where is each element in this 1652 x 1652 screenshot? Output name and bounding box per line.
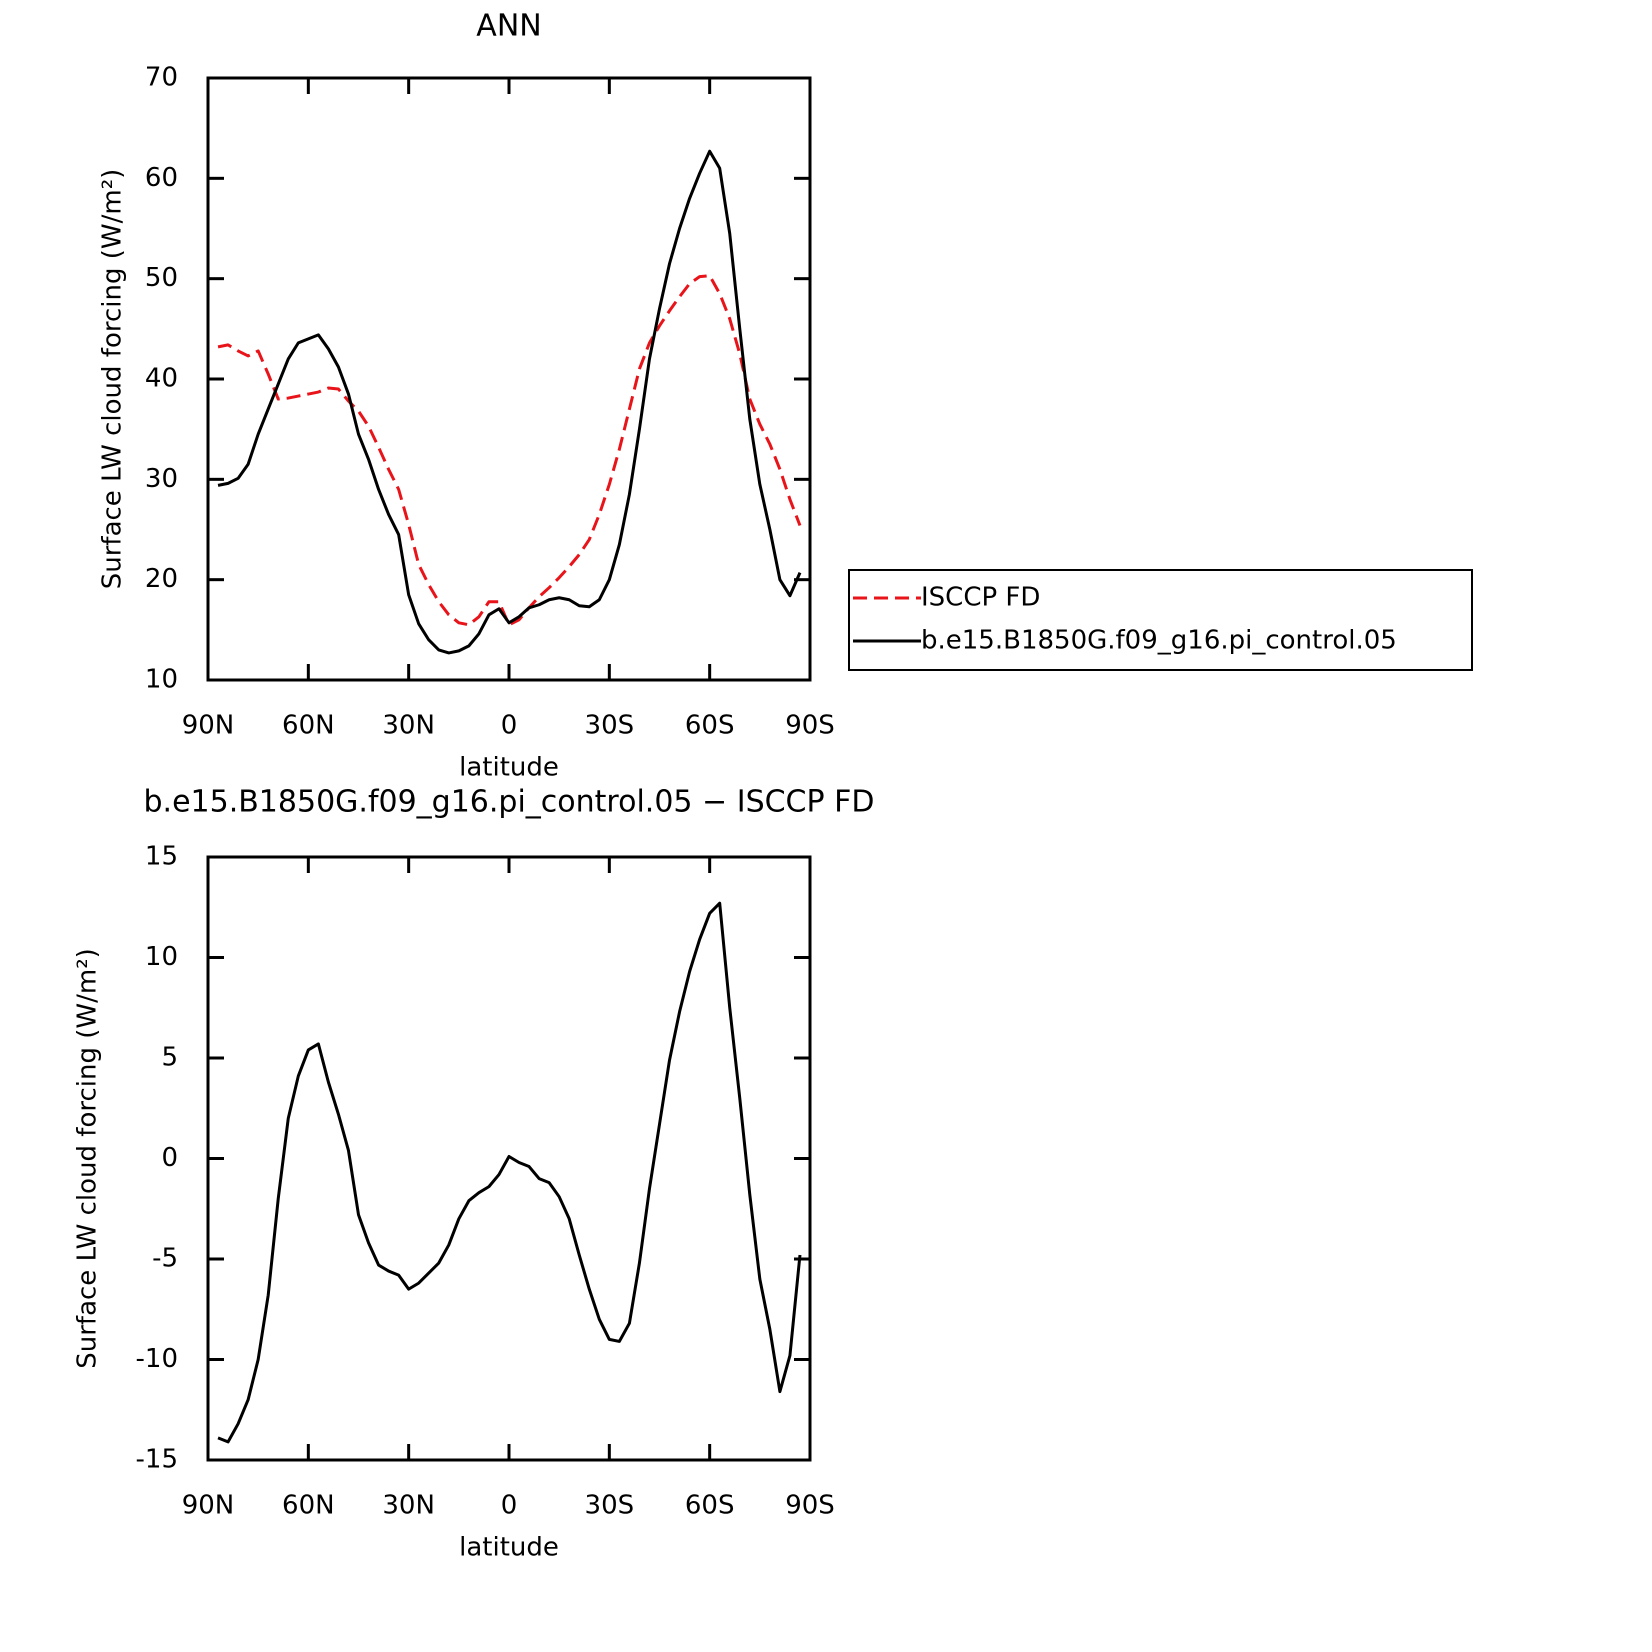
x-tick-label: 60N <box>282 1491 335 1521</box>
x-axis-label: latitude <box>459 753 559 783</box>
x-tick-label: 30N <box>382 711 435 741</box>
data-line <box>217 274 802 627</box>
y-tick-label: 0 <box>161 1143 178 1173</box>
y-tick-label: -5 <box>152 1244 178 1274</box>
y-tick-label: 60 <box>145 163 178 193</box>
legend-label: ISCCP FD <box>921 583 1040 613</box>
x-axis-label: latitude <box>459 1533 559 1563</box>
y-axis-label: Surface LW cloud forcing (W/m²) <box>98 169 128 590</box>
y-tick-label: 30 <box>145 464 178 494</box>
y-tick-label: -15 <box>136 1445 178 1475</box>
y-tick-label: 20 <box>145 564 178 594</box>
plot-frame <box>206 76 812 682</box>
x-tick-label: 60N <box>282 711 335 741</box>
y-tick-label: -10 <box>136 1344 178 1374</box>
y-tick-label: 10 <box>145 942 178 972</box>
y-tick-label: 40 <box>145 364 178 394</box>
y-tick-label: 5 <box>161 1043 178 1073</box>
data-line <box>217 901 802 1444</box>
y-tick-label: 15 <box>145 842 178 872</box>
x-tick-label: 90N <box>182 711 235 741</box>
x-tick-label: 0 <box>501 711 518 741</box>
y-axis-label: Surface LW cloud forcing (W/m²) <box>73 948 103 1369</box>
x-tick-label: 60S <box>685 1491 735 1521</box>
x-tick-label: 30N <box>382 1491 435 1521</box>
x-tick-label: 90S <box>785 711 835 741</box>
legend-label: b.e15.B1850G.f09_g16.pi_control.05 <box>921 626 1397 656</box>
x-tick-label: 0 <box>501 1491 518 1521</box>
x-tick-label: 90N <box>182 1491 235 1521</box>
chart-title: ANN <box>476 9 541 44</box>
chart-title: b.e15.B1850G.f09_g16.pi_control.05 − ISC… <box>143 785 874 820</box>
x-tick-label: 30S <box>585 711 635 741</box>
data-line <box>217 149 802 655</box>
y-tick-label: 70 <box>145 63 178 93</box>
plot-frame <box>206 855 812 1462</box>
y-tick-label: 50 <box>145 263 178 293</box>
x-tick-label: 60S <box>685 711 735 741</box>
y-tick-label: 10 <box>145 665 178 695</box>
x-tick-label: 90S <box>785 1491 835 1521</box>
x-tick-label: 30S <box>585 1491 635 1521</box>
legend-box <box>848 569 1473 671</box>
